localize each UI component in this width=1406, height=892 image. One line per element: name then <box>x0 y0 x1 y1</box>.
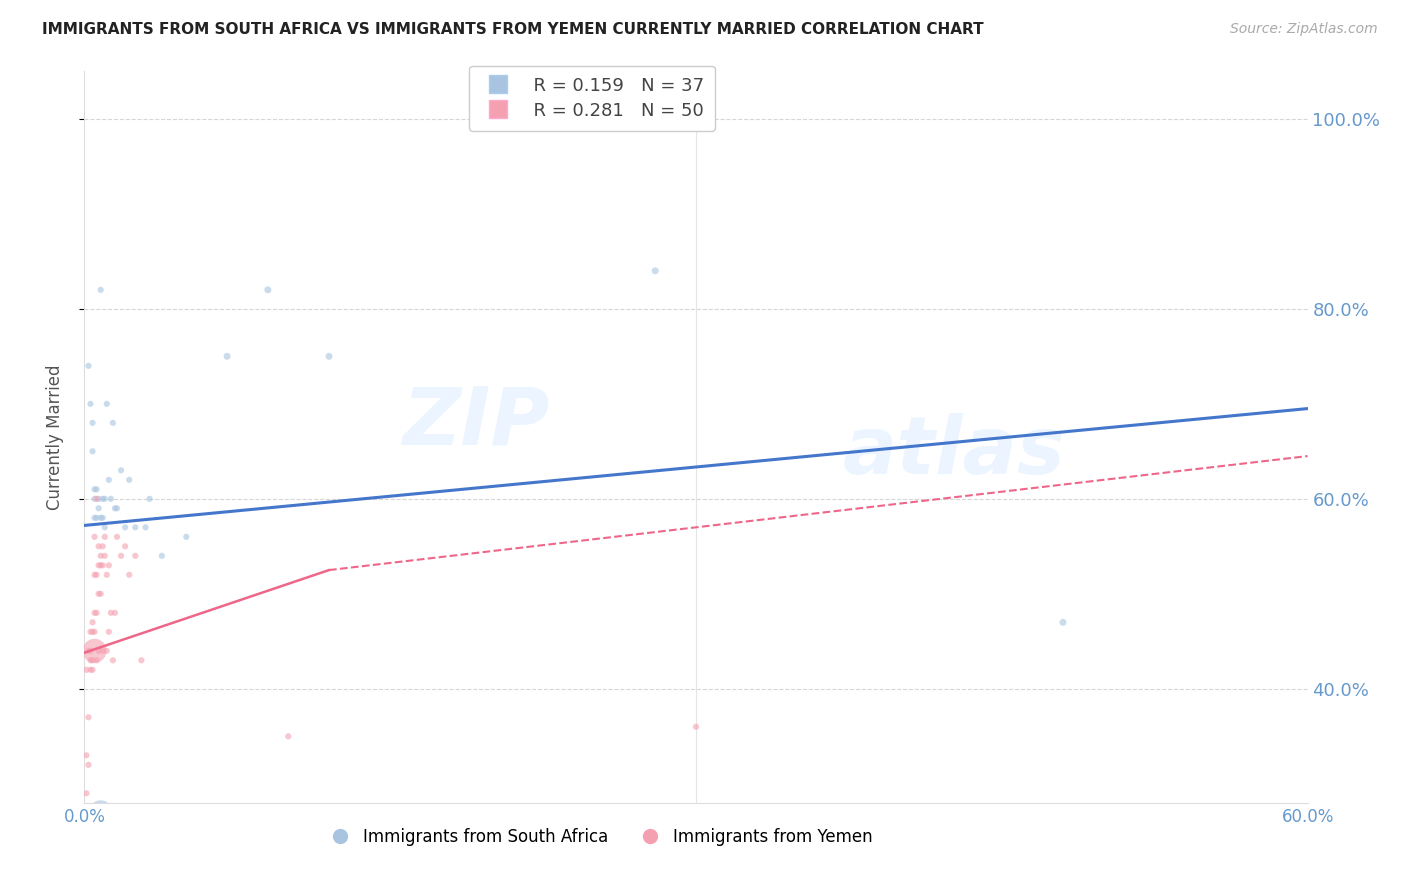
Point <box>124 549 146 563</box>
Point <box>82 663 104 677</box>
Point <box>318 349 340 363</box>
Text: atlas: atlas <box>842 413 1066 491</box>
Point <box>79 644 101 658</box>
Point <box>93 530 115 544</box>
Point <box>77 710 100 724</box>
Point <box>90 587 112 601</box>
Point <box>97 473 120 487</box>
Point <box>257 283 280 297</box>
Point <box>83 491 105 506</box>
Point <box>93 491 115 506</box>
Point <box>75 663 97 677</box>
Point <box>105 530 128 544</box>
Point <box>96 644 118 658</box>
Legend: Immigrants from South Africa, Immigrants from Yemen: Immigrants from South Africa, Immigrants… <box>316 822 880 853</box>
Point <box>114 520 136 534</box>
Point <box>87 587 110 601</box>
Point <box>83 644 105 658</box>
Point <box>96 567 118 582</box>
Point <box>86 606 108 620</box>
Y-axis label: Currently Married: Currently Married <box>45 364 63 510</box>
Point <box>100 491 122 506</box>
Point <box>105 501 128 516</box>
Point <box>1052 615 1074 630</box>
Point <box>110 463 132 477</box>
Point <box>86 567 108 582</box>
Text: ZIP: ZIP <box>402 384 550 461</box>
Point <box>90 558 112 573</box>
Point <box>82 653 104 667</box>
Point <box>86 483 108 497</box>
Point <box>86 653 108 667</box>
Point <box>93 549 115 563</box>
Point <box>118 473 141 487</box>
Point <box>118 567 141 582</box>
Text: Source: ZipAtlas.com: Source: ZipAtlas.com <box>1230 22 1378 37</box>
Point <box>75 786 97 800</box>
Point <box>174 530 197 544</box>
Point <box>97 558 120 573</box>
Point <box>101 653 124 667</box>
Point <box>97 624 120 639</box>
Point <box>83 606 105 620</box>
Point <box>86 491 108 506</box>
Point <box>87 491 110 506</box>
Point <box>277 729 299 743</box>
Point <box>90 805 112 820</box>
Point <box>87 558 110 573</box>
Point <box>83 567 105 582</box>
Point <box>79 663 101 677</box>
Point <box>101 416 124 430</box>
Point <box>82 416 104 430</box>
Point <box>79 653 101 667</box>
Point <box>91 644 114 658</box>
Point <box>87 644 110 658</box>
Point <box>82 615 104 630</box>
Point <box>150 549 173 563</box>
Point <box>83 511 105 525</box>
Point <box>100 606 122 620</box>
Point <box>93 520 115 534</box>
Point <box>96 397 118 411</box>
Point <box>82 444 104 458</box>
Point <box>685 720 707 734</box>
Point <box>90 549 112 563</box>
Point <box>104 606 127 620</box>
Point <box>87 501 110 516</box>
Point <box>91 539 114 553</box>
Point <box>91 511 114 525</box>
Point <box>83 624 105 639</box>
Point <box>79 624 101 639</box>
Point <box>91 491 114 506</box>
Point <box>79 397 101 411</box>
Point <box>90 283 112 297</box>
Point <box>217 349 239 363</box>
Text: IMMIGRANTS FROM SOUTH AFRICA VS IMMIGRANTS FROM YEMEN CURRENTLY MARRIED CORRELAT: IMMIGRANTS FROM SOUTH AFRICA VS IMMIGRAN… <box>42 22 984 37</box>
Point <box>83 483 105 497</box>
Point <box>138 491 160 506</box>
Point <box>90 511 112 525</box>
Point <box>83 530 105 544</box>
Point <box>124 520 146 534</box>
Point <box>91 558 114 573</box>
Point <box>104 501 127 516</box>
Point <box>86 511 108 525</box>
Point <box>77 644 100 658</box>
Point <box>82 624 104 639</box>
Point <box>87 539 110 553</box>
Point <box>644 264 666 278</box>
Point <box>110 549 132 563</box>
Point <box>131 653 153 667</box>
Point <box>135 520 157 534</box>
Point <box>75 748 97 763</box>
Point <box>77 359 100 373</box>
Point <box>77 757 100 772</box>
Point <box>114 539 136 553</box>
